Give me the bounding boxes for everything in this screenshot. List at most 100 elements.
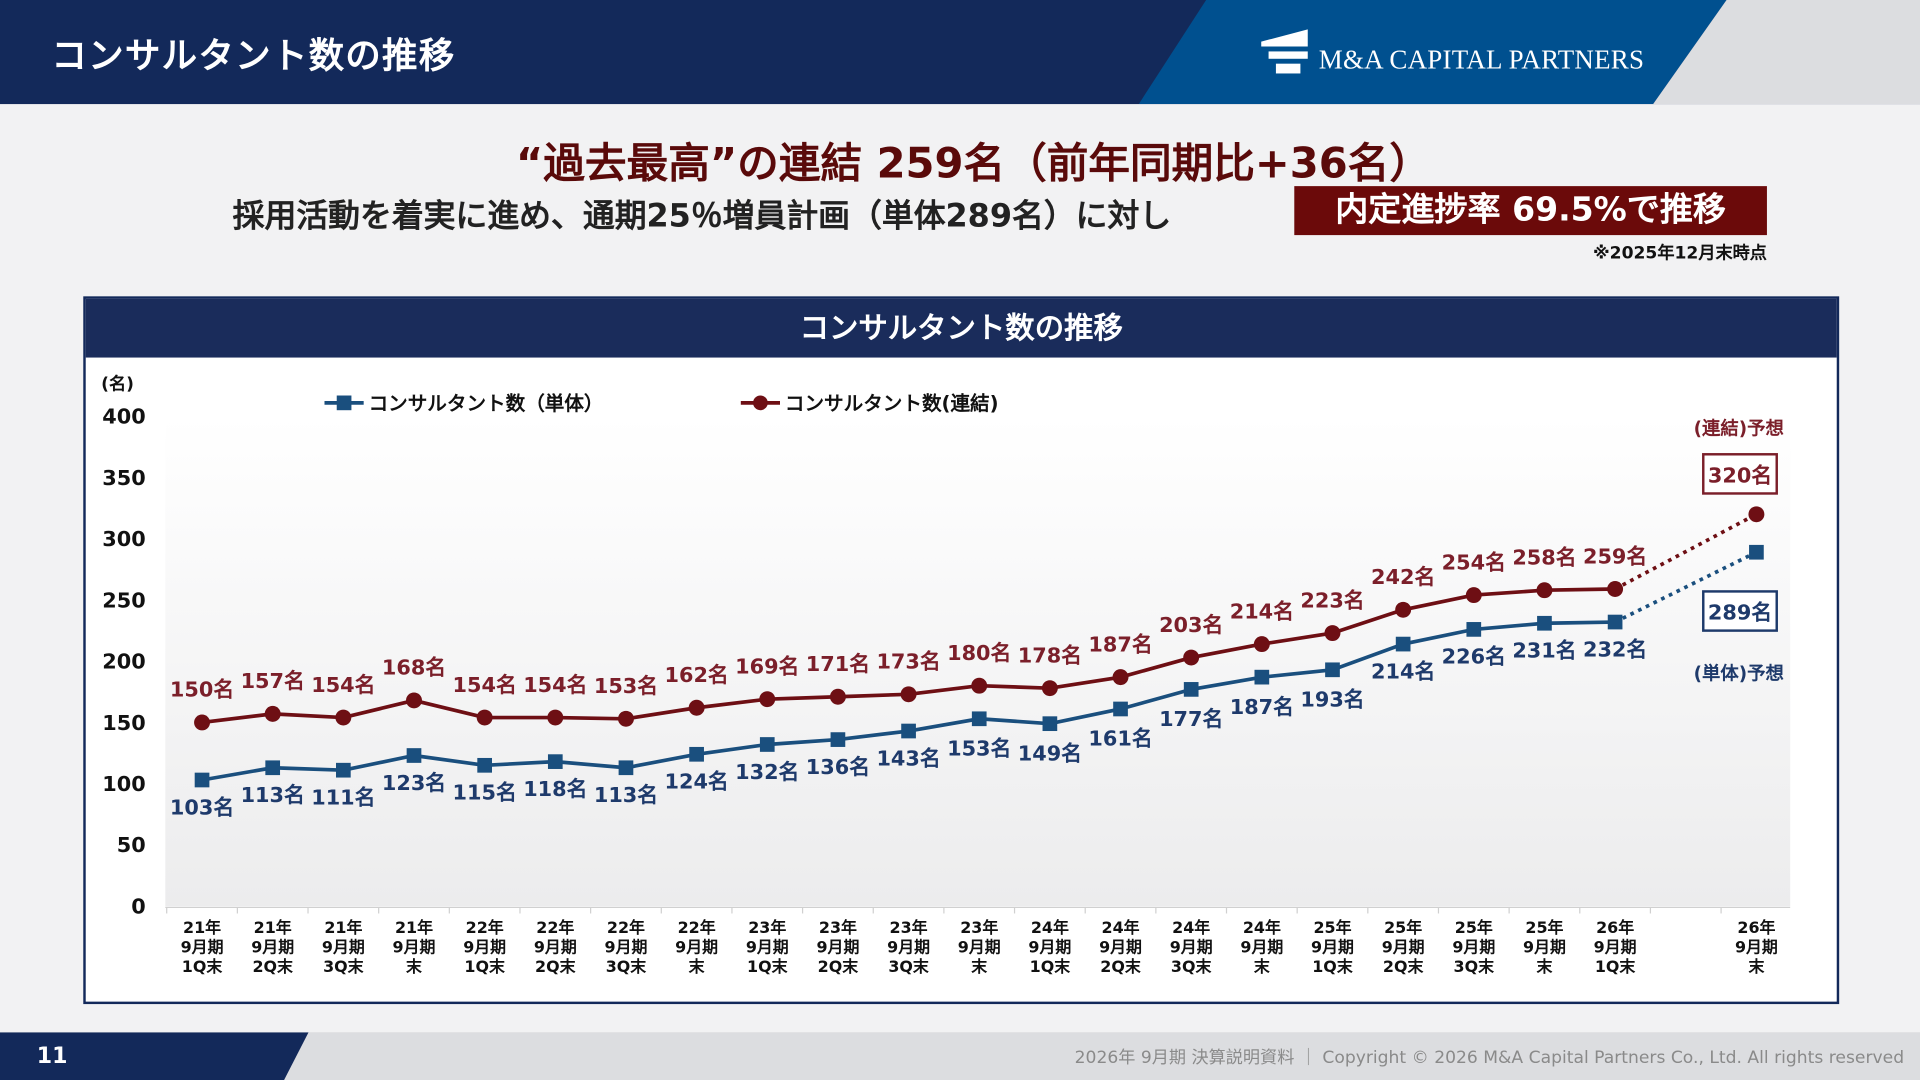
data-point (406, 748, 422, 763)
y-tick-label: 350 (102, 466, 145, 490)
data-point (1466, 622, 1482, 637)
data-label: 157名 (241, 669, 305, 693)
x-tick-label: 23年 9月期末 (958, 918, 1001, 976)
x-tick-label: 25年 9月期 2Q末 (1382, 918, 1425, 976)
x-tick-label: 22年 9月期末 (675, 918, 718, 976)
data-label: 223名 (1300, 588, 1364, 612)
forecast-value-box (1702, 453, 1778, 495)
data-label: 178名 (1018, 643, 1082, 667)
data-label: 169名 (735, 654, 799, 678)
data-label: 136名 (806, 755, 870, 779)
data-label: 258名 (1512, 545, 1576, 569)
x-tick-label: 23年 9月期 2Q末 (816, 918, 859, 976)
x-tick-label: 26年 9月期末 (1735, 918, 1778, 976)
data-point (829, 688, 846, 705)
data-label: 154名 (311, 673, 375, 697)
data-point (264, 705, 281, 722)
data-label: 187名 (1230, 695, 1294, 719)
data-label: 124名 (665, 770, 729, 794)
data-label: 153名 (947, 737, 1011, 761)
x-tick-label: 22年 9月期 2Q末 (534, 918, 577, 976)
data-point (1395, 601, 1412, 618)
data-label: 150名 (170, 678, 234, 702)
data-point (406, 692, 422, 709)
y-tick-label: 150 (102, 711, 145, 735)
forecast-value-label: 289名 (1708, 601, 1772, 625)
data-label: 132名 (735, 760, 799, 784)
data-label: 177名 (1159, 707, 1223, 731)
data-label: 242名 (1371, 565, 1435, 589)
data-point (1749, 544, 1764, 560)
x-tick-label: 25年 9月期 1Q末 (1311, 918, 1354, 976)
data-label: 232名 (1583, 637, 1647, 661)
company-logo-icon (1261, 29, 1308, 74)
top-bar-logo-band (1138, 0, 1727, 105)
data-point (1253, 636, 1270, 653)
y-tick-label: 400 (102, 405, 145, 429)
headline: “過去最高”の連結 259名（前年同期比+36名） (515, 139, 1432, 189)
data-label: 254名 (1442, 550, 1506, 574)
company-logo-text: M&A CAPITAL PARTNERS (1318, 44, 1645, 75)
data-point (1113, 701, 1128, 717)
legend-label: コンサルタント数（単体） (369, 392, 604, 415)
data-point (1536, 582, 1553, 599)
x-tick-label: 24年 9月期 1Q末 (1028, 918, 1071, 976)
data-point (971, 677, 988, 694)
footer-copyright: 2026年 9月期 決算説明資料 ｜ Copyright © 2026 M&A … (1074, 1048, 1905, 1068)
forecast-caption: (連結)予想 (1694, 418, 1784, 440)
y-axis-label: (名) (101, 373, 134, 394)
data-label: 214名 (1230, 599, 1294, 623)
forecast-value-label: 320名 (1708, 463, 1772, 487)
data-label: 231名 (1512, 639, 1576, 663)
data-label: 153名 (594, 674, 658, 698)
x-tick-label: 24年 9月期 2Q末 (1099, 918, 1142, 976)
data-point (194, 714, 211, 731)
data-point (1607, 614, 1623, 630)
x-tick-label: 21年 9月期 1Q末 (181, 918, 224, 976)
data-point (688, 699, 705, 716)
data-label: 203名 (1159, 613, 1223, 637)
data-point (830, 732, 846, 747)
data-point (1112, 669, 1129, 686)
data-label: 113名 (241, 783, 305, 807)
y-tick-label: 100 (102, 772, 145, 796)
kpi-highlight: 内定進捗率 69.5%で推移 (1294, 186, 1767, 236)
data-label: 111名 (311, 785, 375, 809)
data-label: 193名 (1300, 688, 1364, 712)
legend-label: コンサルタント数(連結) (785, 392, 999, 415)
as-of-note: ※2025年12月末時点 (1592, 243, 1767, 264)
footer-page-band (0, 1032, 309, 1080)
data-point (1324, 625, 1341, 642)
forecast-value-box (1702, 590, 1778, 632)
data-point (901, 723, 916, 739)
plot-area (165, 416, 1791, 907)
chart-title: コンサルタント数の推移 (85, 298, 1837, 358)
data-point (547, 709, 564, 726)
subheadline: 採用活動を着実に進め、通期25％増員計画（単体289名）に対し (232, 198, 1172, 236)
y-tick-label: 0 (131, 894, 145, 918)
x-tick-label: 22年 9月期 3Q末 (605, 918, 648, 976)
data-point (335, 709, 352, 726)
page-number: 11 (36, 1043, 68, 1069)
data-point (476, 709, 493, 726)
data-label: 259名 (1583, 544, 1647, 568)
data-point (1748, 506, 1765, 523)
data-label: 149名 (1018, 741, 1082, 765)
x-tick-label: 21年 9月期 2Q末 (251, 918, 294, 976)
data-label: 154名 (453, 673, 517, 697)
forecast-line (1614, 550, 1758, 624)
x-tick-label: 25年 9月期末 (1523, 918, 1566, 976)
data-point (194, 772, 210, 788)
x-tick-label: 24年 9月期末 (1240, 918, 1283, 976)
data-point (547, 754, 563, 769)
y-tick-label: 50 (117, 833, 146, 857)
data-point (1607, 581, 1624, 597)
data-label: 118名 (523, 777, 587, 801)
data-label: 214名 (1371, 659, 1435, 683)
data-label: 113名 (594, 783, 658, 807)
data-point (759, 691, 776, 708)
data-point (618, 710, 634, 727)
data-label: 187名 (1088, 632, 1152, 656)
